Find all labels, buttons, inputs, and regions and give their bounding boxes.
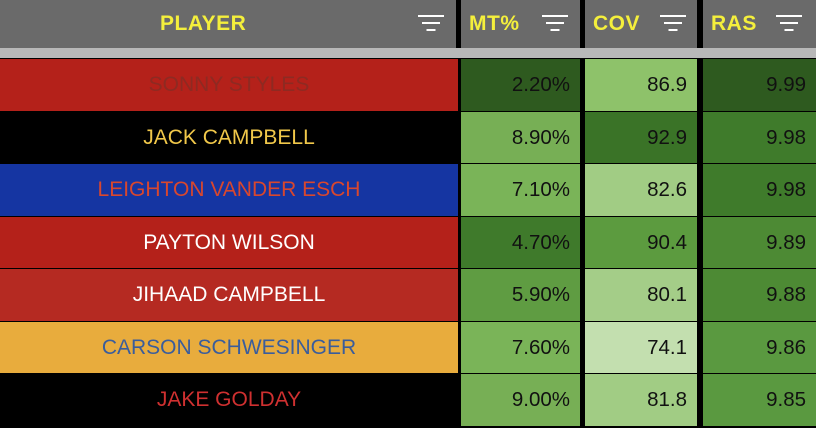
ras-value: 9.88 [766, 283, 806, 306]
ras-cell: 9.98 [703, 164, 816, 216]
filter-icon[interactable] [417, 12, 445, 34]
ras-value: 9.98 [766, 125, 806, 149]
mt-value: 2.20% [511, 73, 570, 96]
mt-cell: 9.00% [461, 374, 580, 426]
cov-value: 74.1 [647, 335, 687, 359]
cov-cell: 86.9 [585, 59, 697, 111]
filter-icon[interactable] [659, 12, 687, 34]
mt-cell: 5.90% [461, 269, 580, 321]
mt-cell: 4.70% [461, 217, 580, 268]
player-name: PAYTON WILSON [143, 230, 315, 254]
cov-value: 80.1 [647, 283, 687, 306]
mt-value: 7.60% [511, 335, 570, 359]
cov-cell: 80.1 [585, 269, 697, 321]
header-ras[interactable]: RAS [703, 0, 816, 48]
cov-cell: 81.8 [585, 374, 697, 426]
player-cell: LEIGHTON VANDER ESCH [0, 164, 458, 216]
ras-value: 9.89 [766, 230, 806, 254]
player-name: JACK CAMPBELL [143, 125, 315, 149]
header-ras-label: RAS [711, 12, 757, 35]
header-player[interactable]: PLAYER [0, 0, 456, 48]
cov-value: 82.6 [647, 178, 687, 201]
cov-value: 86.9 [647, 73, 687, 96]
mt-cell: 8.90% [461, 112, 580, 163]
player-cell: PAYTON WILSON [0, 217, 458, 268]
header-mt[interactable]: MT% [461, 0, 580, 48]
player-name: CARSON SCHWESINGER [101, 335, 357, 359]
ras-cell: 9.98 [703, 112, 816, 163]
player-cell: CARSON SCHWESINGER [0, 322, 458, 373]
ras-value: 9.99 [766, 73, 806, 96]
ras-cell: 9.89 [703, 217, 816, 268]
mt-value: 9.00% [511, 388, 570, 411]
mt-value: 4.70% [511, 230, 570, 254]
ras-cell: 9.85 [703, 374, 816, 426]
ras-value: 9.98 [766, 178, 806, 201]
filter-icon[interactable] [541, 12, 569, 34]
player-name: SONNY STYLES [148, 73, 310, 96]
header-cov-label: COV [593, 12, 641, 35]
ras-value: 9.86 [766, 335, 806, 359]
cov-cell: 82.6 [585, 164, 697, 216]
player-cell: JACK CAMPBELL [0, 112, 458, 163]
mt-value: 8.90% [511, 125, 570, 149]
mt-value: 5.90% [511, 283, 570, 306]
ras-cell: 9.86 [703, 322, 816, 373]
mt-cell: 2.20% [461, 59, 580, 111]
mt-cell: 7.60% [461, 322, 580, 373]
player-name: LEIGHTON VANDER ESCH [97, 178, 361, 201]
mt-value: 7.10% [511, 178, 570, 201]
player-name: JAKE GOLDAY [156, 388, 302, 411]
mt-cell: 7.10% [461, 164, 580, 216]
header-player-label: PLAYER [160, 12, 247, 35]
player-cell: JAKE GOLDAY [0, 374, 458, 426]
header-cov[interactable]: COV [585, 0, 697, 48]
ras-cell: 9.88 [703, 269, 816, 321]
player-cell: SONNY STYLES [0, 59, 458, 111]
player-name: JIHAAD CAMPBELL [132, 283, 326, 306]
cov-value: 81.8 [647, 388, 687, 411]
header-divider [0, 48, 816, 58]
cov-cell: 92.9 [585, 112, 697, 163]
ras-value: 9.85 [766, 388, 806, 411]
cov-value: 92.9 [647, 125, 687, 149]
header-mt-label: MT% [469, 12, 520, 35]
player-cell: JIHAAD CAMPBELL [0, 269, 458, 321]
ras-cell: 9.99 [703, 59, 816, 111]
cov-value: 90.4 [647, 230, 687, 254]
cov-cell: 90.4 [585, 217, 697, 268]
filter-icon[interactable] [775, 12, 803, 34]
cov-cell: 74.1 [585, 322, 697, 373]
